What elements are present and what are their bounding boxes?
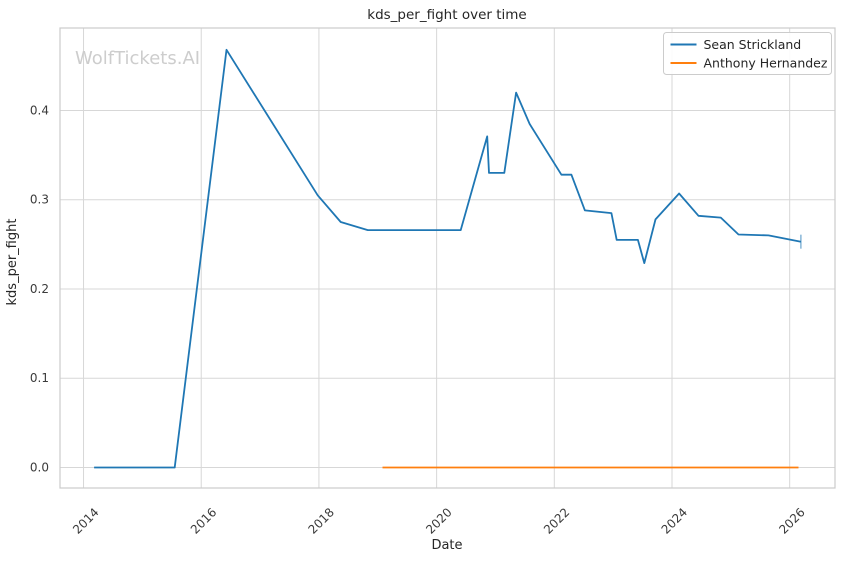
legend-box bbox=[663, 32, 832, 75]
plot-border bbox=[59, 27, 836, 489]
y-tick-label: 0.4 bbox=[30, 103, 49, 117]
watermark: WolfTickets.AI bbox=[75, 48, 200, 69]
x-axis-label: Date bbox=[431, 538, 462, 553]
legend-label: Anthony Hernandez bbox=[704, 56, 828, 71]
series-line-sean-strickland bbox=[94, 48, 802, 469]
data-series bbox=[94, 48, 802, 469]
y-tick-label: 0.0 bbox=[30, 460, 49, 474]
legend-label: Sean Strickland bbox=[704, 37, 802, 52]
y-tick-label: 0.1 bbox=[30, 371, 49, 385]
chart-title: kds_per_fight over time bbox=[367, 7, 526, 23]
y-tick-label: 0.2 bbox=[30, 282, 49, 296]
gridlines bbox=[60, 28, 835, 488]
legend: Sean Strickland Anthony Hernandez bbox=[663, 32, 832, 75]
y-axis-label: kds_per_fight bbox=[5, 219, 20, 306]
y-tick-label: 0.3 bbox=[30, 193, 49, 207]
